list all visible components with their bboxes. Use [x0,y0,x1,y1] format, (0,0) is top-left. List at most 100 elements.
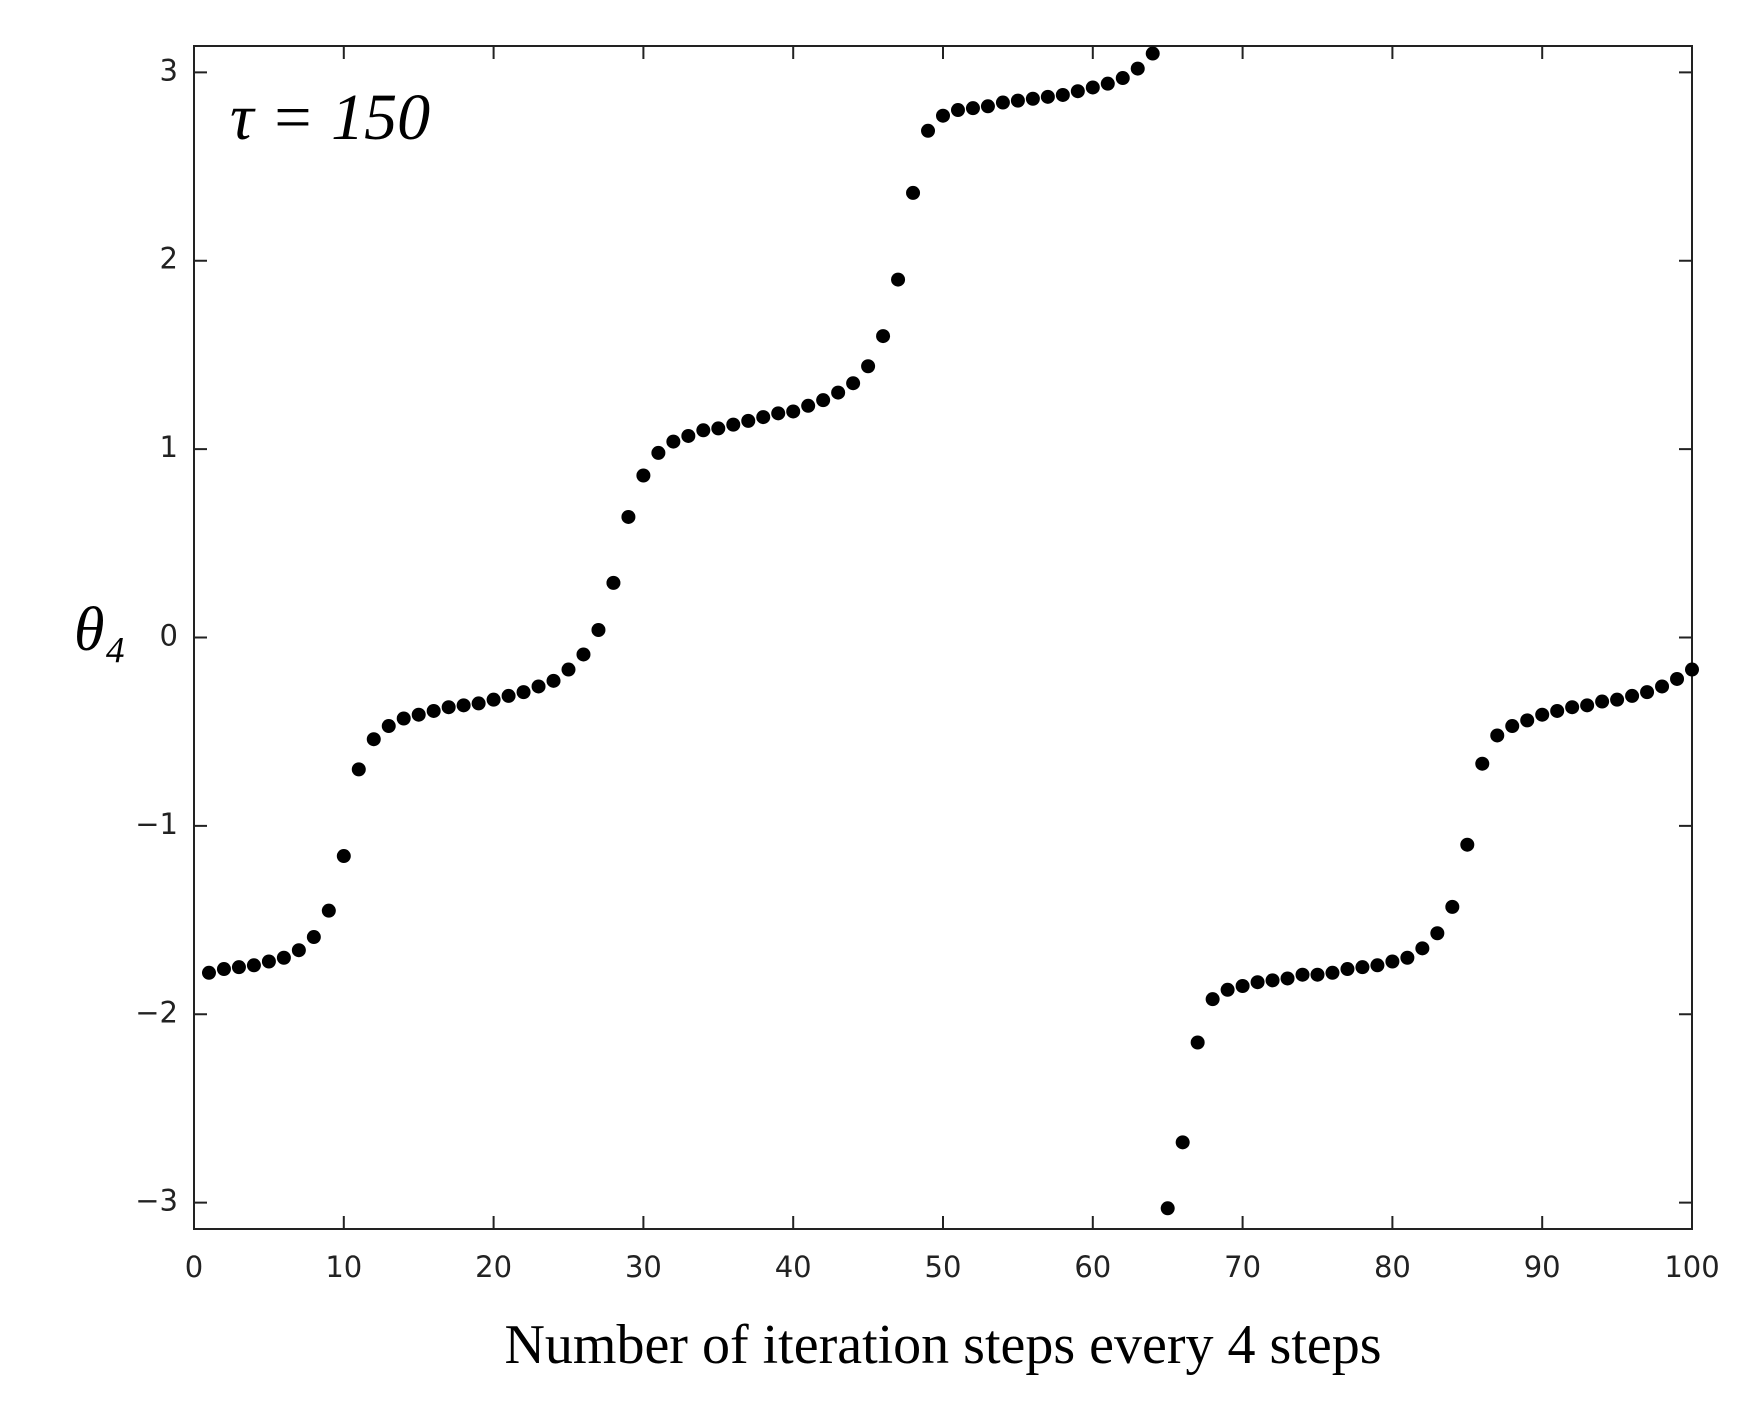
point [1655,679,1670,694]
point [1400,950,1415,965]
point [306,930,321,945]
x-tick-label: 20 [475,1250,512,1284]
point [1580,698,1595,713]
point [1565,700,1580,715]
point [546,673,561,688]
x-tick-label: 40 [775,1250,812,1284]
point [291,943,306,958]
y-axis-label: θ₄ [74,596,126,664]
x-tick-label: 80 [1374,1250,1411,1284]
y-tick-label: −3 [135,1184,178,1218]
point [950,103,965,118]
point [1460,837,1475,852]
x-axis-label: Number of iteration steps every 4 steps [504,1314,1381,1376]
point [1055,87,1070,102]
point [846,376,861,391]
point [1280,971,1295,986]
point [201,965,216,980]
y-tick-label: 1 [160,430,178,464]
point [441,700,456,715]
point [1505,719,1520,734]
point [336,849,351,864]
point [1175,1135,1190,1150]
point [786,404,801,419]
point [426,703,441,718]
point [1070,84,1085,99]
point [381,719,396,734]
point [1085,80,1100,95]
point [711,421,726,436]
point [1340,962,1355,977]
point [1430,926,1445,941]
point [411,707,426,722]
point [1010,93,1025,108]
x-tick-label: 50 [925,1250,962,1284]
point [216,962,231,977]
point [501,688,516,703]
point [576,647,591,662]
point [1370,958,1385,973]
point [1385,954,1400,969]
point [771,406,786,421]
point [696,423,711,438]
point [861,359,876,374]
point [921,123,936,138]
x-tick-label: 0 [185,1250,203,1284]
point [231,960,246,975]
point [801,398,816,413]
point [741,413,756,428]
point [261,954,276,969]
y-tick-label: 2 [160,242,178,276]
point [1550,703,1565,718]
y-tick-label: 0 [160,619,178,653]
point [651,445,666,460]
point [1025,91,1040,106]
point [1130,61,1145,76]
point [456,698,471,713]
x-tick-label: 90 [1524,1250,1561,1284]
y-tick-label: 3 [160,53,178,87]
point [726,417,741,432]
point [831,385,846,400]
point [816,393,831,408]
y-tick-label: −1 [135,807,178,841]
point [1445,899,1460,914]
point [1475,756,1490,771]
x-tick-label: 60 [1074,1250,1111,1284]
point [666,434,681,449]
point [1040,89,1055,104]
point [621,509,636,524]
x-tick-label: 10 [325,1250,362,1284]
point [396,711,411,726]
point [606,575,621,590]
point [1595,694,1610,709]
point [516,685,531,700]
point [591,622,606,637]
point [980,99,995,114]
point [1610,692,1625,707]
point [351,762,366,777]
plot-frame [193,45,1693,1230]
point [681,428,696,443]
point [471,696,486,711]
annotation: τ = 150 [230,81,430,154]
point [276,950,291,965]
point [876,329,891,344]
point [246,958,261,973]
point [531,679,546,694]
point [1250,975,1265,990]
point [756,410,771,425]
x-tick-label: 70 [1224,1250,1261,1284]
point [486,692,501,707]
point [965,101,980,116]
point [1220,982,1235,997]
point [1205,992,1220,1007]
point [1640,685,1655,700]
point [636,468,651,483]
point [1520,713,1535,728]
point [995,95,1010,110]
point [1235,978,1250,993]
point [1145,46,1160,61]
point [321,903,336,918]
